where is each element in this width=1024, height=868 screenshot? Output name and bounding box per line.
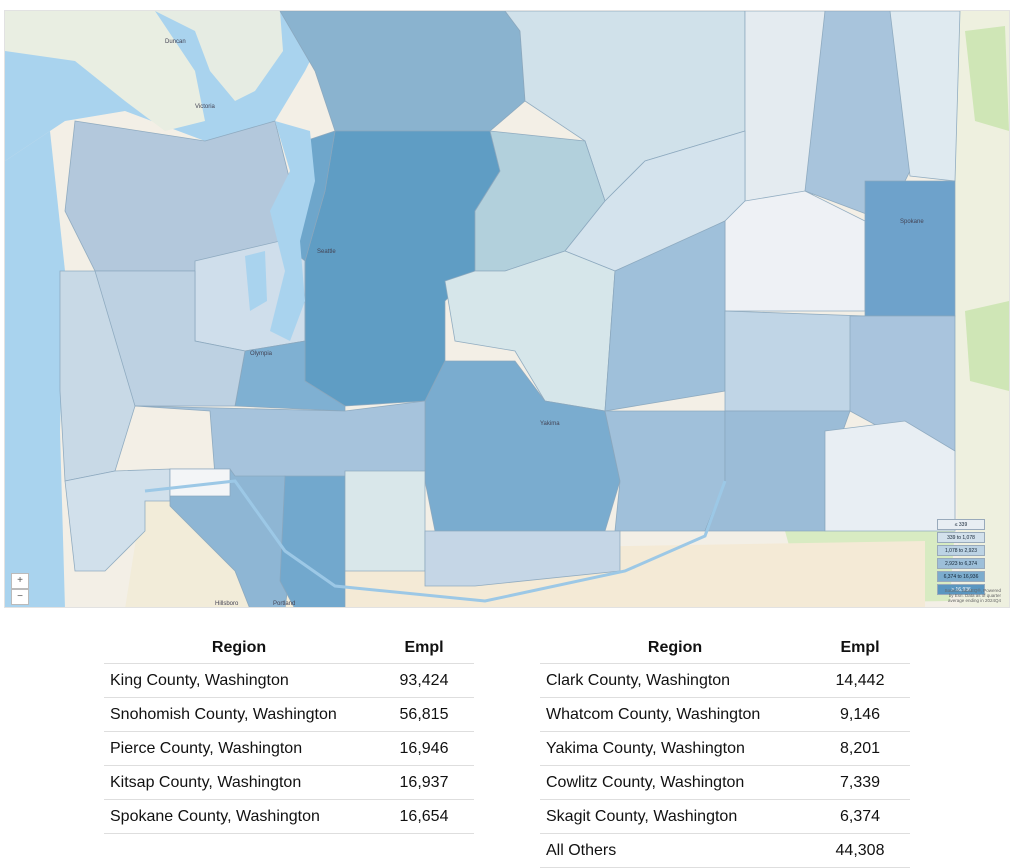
county-spokane[interactable]: [864, 180, 956, 317]
column-header-empl: Empl: [404, 639, 444, 656]
forest-patch: [965, 301, 1009, 391]
empl-cell: 14,442: [810, 663, 910, 698]
empl-cell: 8,201: [810, 731, 910, 766]
place-label-olympia: Olympia: [250, 351, 273, 357]
empl-cell: 16,937: [374, 765, 474, 800]
region-cell: Whatcom County, Washington: [540, 697, 810, 732]
table-row: Pierce County, Washington 16,946: [104, 731, 474, 766]
map-canvas: [5, 11, 1009, 608]
empl-cell: 44,308: [810, 833, 910, 868]
county-clark[interactable]: [279, 475, 346, 608]
empl-cell: 93,424: [374, 663, 474, 698]
table-row: Skagit County, Washington 6,374: [540, 799, 910, 834]
table-row: Spokane County, Washington 16,654: [104, 799, 474, 834]
table-row: All Others 44,308: [540, 833, 910, 868]
legend-item: 2,923 to 6,374: [937, 558, 985, 569]
empl-cell: 16,946: [374, 731, 474, 766]
choropleth-map[interactable]: Victoria Seattle Olympia Portland Hillsb…: [4, 10, 1010, 608]
islands-land: [155, 11, 283, 101]
table-row: King County, Washington 93,424: [104, 663, 474, 698]
table-row: Snohomish County, Washington 56,815: [104, 697, 474, 732]
legend-item: 1,078 to 2,923: [937, 545, 985, 556]
vancouver-island: [5, 11, 205, 131]
empl-cell: 56,815: [374, 697, 474, 732]
column-header-empl: Empl: [840, 639, 880, 656]
table-row: Whatcom County, Washington 9,146: [540, 697, 910, 732]
place-label-victoria: Victoria: [195, 104, 215, 110]
employment-table-left: Region Empl King County, Washington 93,4…: [104, 633, 474, 834]
region-cell: Kitsap County, Washington: [104, 765, 374, 800]
empl-cell: 9,146: [810, 697, 910, 732]
county-pierce[interactable]: [234, 261, 346, 412]
county-skamania[interactable]: [344, 470, 426, 572]
table-row: Kitsap County, Washington 16,937: [104, 765, 474, 800]
place-label-seattle: Seattle: [317, 249, 336, 255]
table-row: Cowlitz County, Washington 7,339: [540, 765, 910, 800]
pacific-ocean: [5, 131, 65, 607]
table-header-row: Region Empl: [540, 633, 910, 664]
region-cell: Clark County, Washington: [540, 663, 810, 698]
columbia-river: [144, 479, 727, 603]
column-header-region: Region: [211, 639, 267, 656]
empl-cell: 7,339: [810, 765, 910, 800]
puget-sound: [270, 121, 315, 341]
legend-item: ≤ 339: [937, 519, 985, 530]
region-cell: Skagit County, Washington: [540, 799, 810, 834]
legend-item: 6,374 to 16,936: [937, 571, 985, 582]
place-label-yakima: Yakima: [540, 421, 560, 427]
table-row: Clark County, Washington 14,442: [540, 663, 910, 698]
place-label-portland: Portland: [273, 601, 296, 607]
legend-item: 339 to 1,078: [937, 532, 985, 543]
region-cell: King County, Washington: [104, 663, 374, 698]
county-asotin[interactable]: [824, 420, 956, 532]
forest-patch: [965, 26, 1009, 131]
map-attribution: Source: JobsEQ®, Powered by Esri. Data a…: [944, 588, 1001, 603]
empl-cell: 6,374: [810, 799, 910, 834]
employment-table-right: Region Empl Clark County, Washington 14,…: [540, 633, 910, 868]
map-legend: ≤ 339 339 to 1,078 1,078 to 2,923 2,923 …: [937, 519, 985, 597]
column-header-region: Region: [647, 639, 703, 656]
legend-item: > 16,936: [937, 584, 985, 595]
region-cell: Spokane County, Washington: [104, 799, 374, 834]
table-header-row: Region Empl: [104, 633, 474, 664]
hood-canal: [245, 251, 267, 311]
region-cell: Yakima County, Washington: [540, 731, 810, 766]
zoom-in-button[interactable]: +: [11, 573, 29, 589]
region-cell: Cowlitz County, Washington: [540, 765, 810, 800]
region-cell: Pierce County, Washington: [104, 731, 374, 766]
county-klickitat[interactable]: [424, 530, 621, 587]
region-cell: All Others: [540, 833, 810, 868]
county-benton[interactable]: [604, 410, 726, 532]
county-adams[interactable]: [724, 310, 866, 412]
region-cell: Snohomish County, Washington: [104, 697, 374, 732]
zoom-out-button[interactable]: −: [11, 589, 29, 605]
table-row: Yakima County, Washington 8,201: [540, 731, 910, 766]
place-label-hillsboro: Hillsboro: [215, 601, 239, 607]
county-pacific[interactable]: [64, 468, 171, 572]
place-label-spokane: Spokane: [900, 219, 924, 225]
place-label-duncan: Duncan: [165, 39, 186, 45]
county-polygons: [59, 11, 961, 608]
empl-cell: 16,654: [374, 799, 474, 834]
